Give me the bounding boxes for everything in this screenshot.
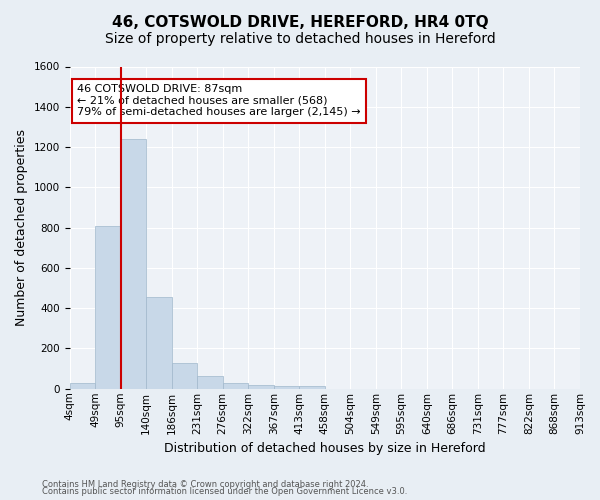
Bar	[197, 376, 223, 389]
Y-axis label: Number of detached properties: Number of detached properties	[15, 129, 28, 326]
Bar	[274, 386, 299, 389]
Bar	[146, 297, 172, 389]
Bar	[95, 226, 121, 389]
Text: Size of property relative to detached houses in Hereford: Size of property relative to detached ho…	[104, 32, 496, 46]
Bar	[121, 139, 146, 389]
Bar	[223, 384, 248, 389]
Text: 46 COTSWOLD DRIVE: 87sqm
← 21% of detached houses are smaller (568)
79% of semi-: 46 COTSWOLD DRIVE: 87sqm ← 21% of detach…	[77, 84, 361, 117]
Text: Contains HM Land Registry data © Crown copyright and database right 2024.: Contains HM Land Registry data © Crown c…	[42, 480, 368, 489]
Text: 46, COTSWOLD DRIVE, HEREFORD, HR4 0TQ: 46, COTSWOLD DRIVE, HEREFORD, HR4 0TQ	[112, 15, 488, 30]
Text: Contains public sector information licensed under the Open Government Licence v3: Contains public sector information licen…	[42, 487, 407, 496]
Bar	[299, 386, 325, 389]
Bar	[172, 362, 197, 389]
Bar	[70, 382, 95, 389]
Bar	[248, 384, 274, 389]
X-axis label: Distribution of detached houses by size in Hereford: Distribution of detached houses by size …	[164, 442, 485, 455]
